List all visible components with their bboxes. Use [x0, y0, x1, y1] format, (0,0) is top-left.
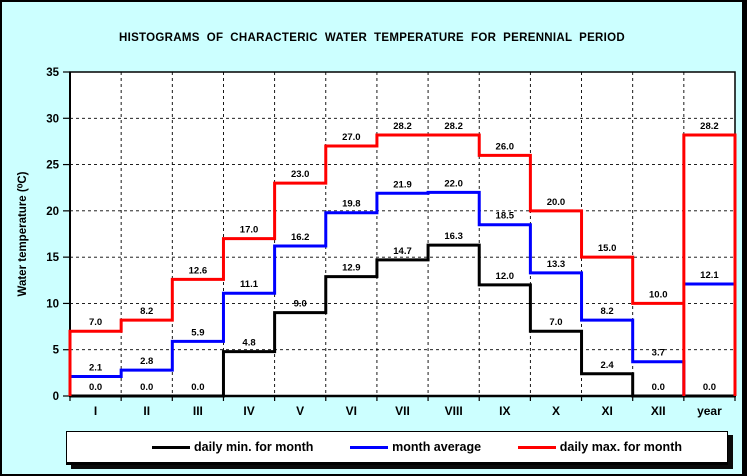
value-label: 10.0 [649, 289, 668, 300]
value-label: 0.0 [652, 382, 665, 393]
value-label: 17.0 [240, 225, 259, 236]
y-tick-label: 10 [46, 298, 59, 310]
y-tick-label: 30 [46, 113, 59, 125]
value-label: 8.2 [140, 306, 153, 317]
x-category-label: V [296, 404, 304, 418]
x-category-label: VI [346, 404, 357, 418]
value-label: 16.3 [444, 231, 463, 242]
value-label: 3.7 [652, 348, 665, 359]
value-label: 5.9 [191, 327, 204, 338]
value-label: 23.0 [291, 169, 310, 180]
x-category-label: III [193, 404, 203, 418]
value-label: 13.3 [547, 259, 566, 270]
value-label: 11.1 [240, 279, 259, 290]
value-label: 26.0 [496, 141, 515, 152]
legend-item-0: daily min. for month [152, 440, 313, 454]
value-label: 7.0 [549, 317, 562, 328]
value-label: 19.8 [342, 199, 361, 210]
value-label: 9.0 [294, 299, 307, 310]
x-category-label: II [143, 404, 150, 418]
y-tick-label: 25 [46, 160, 59, 172]
value-label: 28.2 [444, 121, 463, 132]
x-category-label: IX [499, 404, 510, 418]
value-label: 28.2 [393, 121, 412, 132]
x-category-label: VIII [445, 404, 463, 418]
value-label: 12.0 [496, 271, 515, 282]
value-label: 18.5 [496, 211, 515, 222]
legend-line-sample [350, 445, 389, 449]
x-category-label: I [94, 404, 97, 418]
value-label: 0.0 [89, 382, 102, 393]
value-label: 0.0 [140, 382, 153, 393]
value-label: 27.0 [342, 132, 361, 143]
value-label: 20.0 [547, 197, 566, 208]
legend-line-sample [152, 445, 190, 449]
value-label: 0.0 [703, 382, 716, 393]
legend-item-label: daily min. for month [194, 440, 314, 454]
value-label: 28.2 [700, 121, 719, 132]
value-label: 2.4 [601, 360, 615, 371]
x-category-label: X [552, 404, 560, 418]
value-label: 16.2 [291, 232, 310, 243]
legend-item-1: month average [350, 440, 481, 454]
value-label: 12.9 [342, 263, 361, 274]
y-tick-label: 35 [46, 67, 59, 79]
value-label: 2.8 [140, 356, 153, 367]
x-category-label: XI [601, 404, 612, 418]
value-label: 0.0 [191, 382, 204, 393]
series-month-average [70, 190, 686, 396]
y-axis-label: Water temperature (⁰C) [16, 171, 29, 296]
value-label: 12.6 [189, 265, 208, 276]
legend-item-label: month average [392, 440, 482, 454]
x-category-label: IV [243, 404, 254, 418]
y-tick-label: 0 [53, 391, 59, 403]
value-label: 4.8 [242, 338, 255, 349]
y-tick-label: 20 [46, 206, 59, 218]
value-label: 12.1 [700, 270, 719, 281]
legend-item-label: daily max. for month [559, 440, 682, 454]
chart-title: HISTOGRAMS OF CHARACTERIC WATER TEMPERAT… [118, 32, 626, 44]
y-tick-label: 5 [53, 345, 60, 357]
x-category-label: XII [651, 404, 666, 418]
y-tick-label: 15 [46, 252, 59, 264]
x-category-label: year [697, 404, 722, 418]
value-label: 21.9 [393, 179, 412, 190]
value-label: 15.0 [598, 243, 617, 254]
value-label: 14.7 [393, 246, 412, 257]
x-category-label: VII [395, 404, 410, 418]
legend-item-2: daily max. for month [517, 440, 682, 454]
value-label: 22.0 [444, 178, 463, 189]
value-label: 2.1 [89, 363, 103, 374]
series-daily-min [70, 243, 735, 398]
value-label: 8.2 [601, 306, 614, 317]
legend: daily min. for month month average daily m… [66, 431, 728, 465]
series-daily-max [68, 133, 737, 396]
value-label: 7.0 [89, 317, 102, 328]
legend-line-sample [517, 445, 556, 449]
